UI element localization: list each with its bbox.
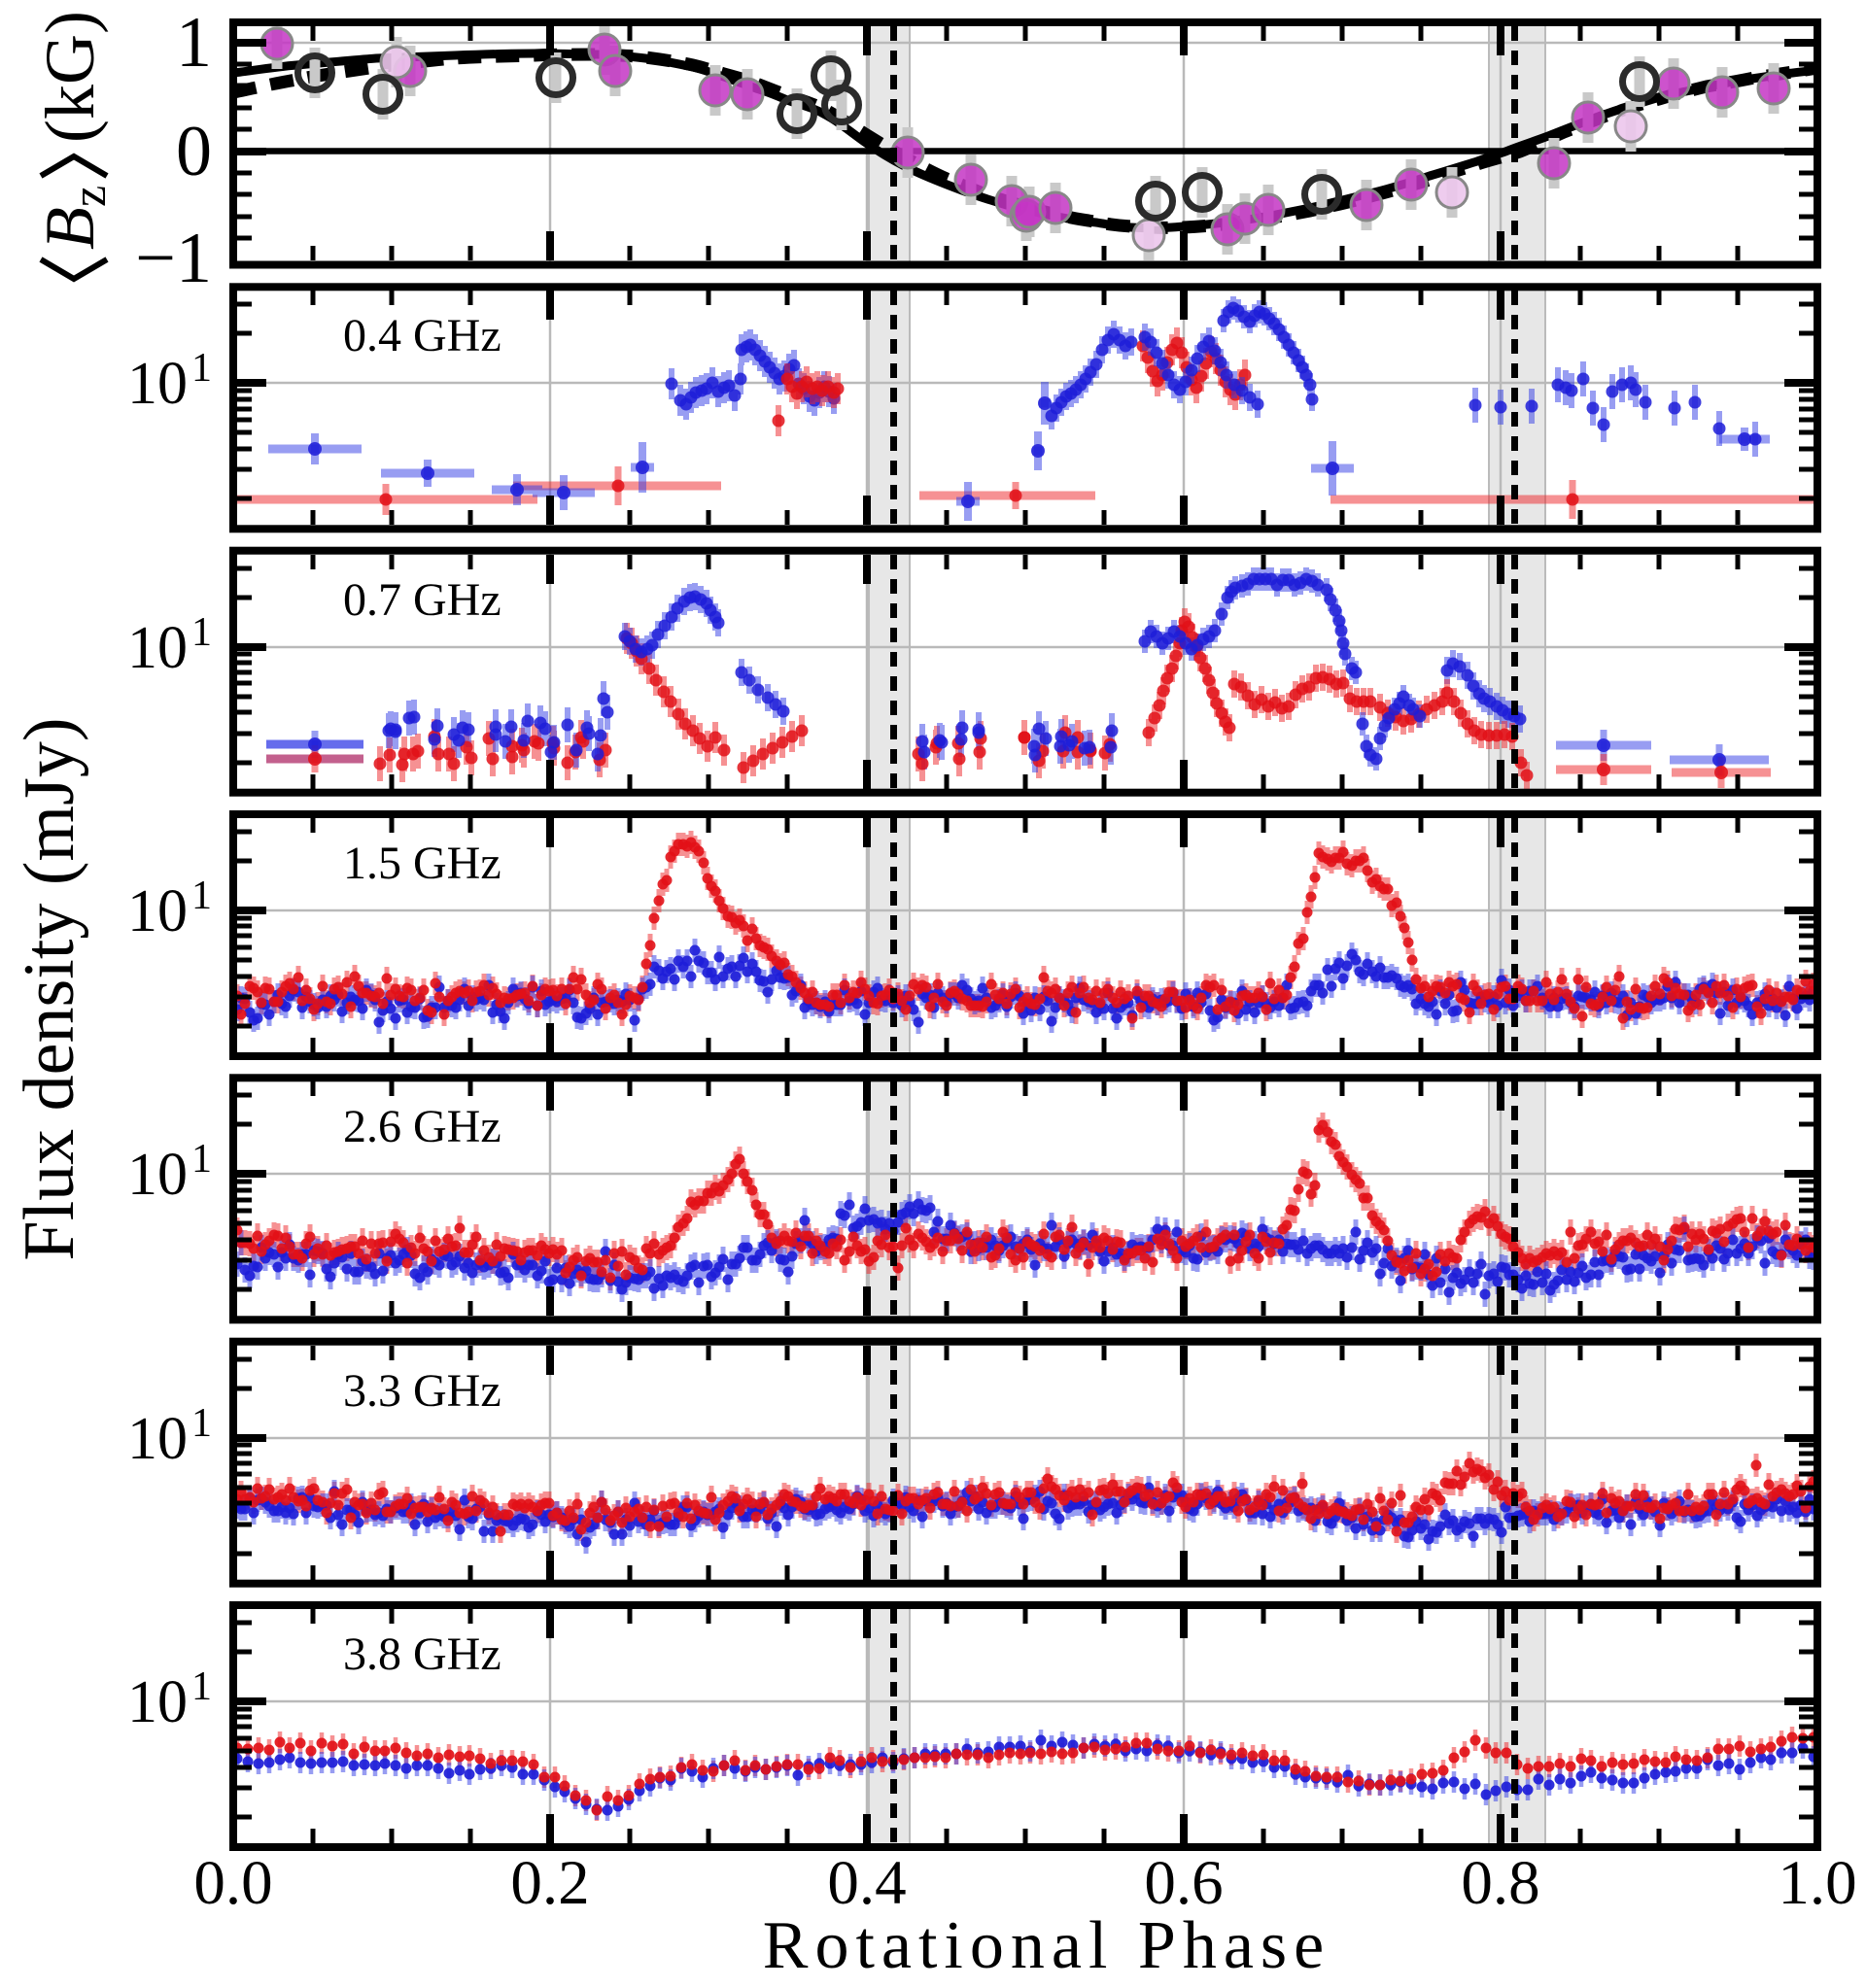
svg-text:10: 10 bbox=[127, 1406, 188, 1472]
svg-text:0.8: 0.8 bbox=[1461, 1848, 1539, 1918]
svg-text:Rotational Phase: Rotational Phase bbox=[763, 1908, 1330, 1983]
svg-text:0.6: 0.6 bbox=[1144, 1848, 1223, 1918]
svg-text:1: 1 bbox=[191, 346, 212, 391]
svg-text:1: 1 bbox=[191, 1664, 212, 1709]
svg-text:1: 1 bbox=[191, 1137, 212, 1182]
svg-text:0: 0 bbox=[176, 112, 212, 191]
svg-text:−1: −1 bbox=[135, 219, 212, 298]
svg-text:2.6 GHz: 2.6 GHz bbox=[343, 1101, 501, 1152]
svg-text:1: 1 bbox=[191, 1401, 212, 1446]
svg-text:0.0: 0.0 bbox=[193, 1848, 272, 1918]
svg-text:Bz: Bz bbox=[31, 186, 116, 250]
svg-text:1: 1 bbox=[191, 874, 212, 918]
svg-text:1: 1 bbox=[191, 610, 212, 655]
svg-text:(kG): (kG) bbox=[31, 11, 109, 143]
svg-text:0.7 GHz: 0.7 GHz bbox=[343, 574, 501, 626]
svg-text:1.0: 1.0 bbox=[1778, 1848, 1856, 1918]
svg-text:10: 10 bbox=[127, 351, 188, 417]
svg-text:3.8 GHz: 3.8 GHz bbox=[343, 1628, 501, 1680]
svg-text:10: 10 bbox=[127, 878, 188, 944]
svg-text:3.3 GHz: 3.3 GHz bbox=[343, 1365, 501, 1417]
svg-text:10: 10 bbox=[127, 615, 188, 681]
svg-text:0.4: 0.4 bbox=[827, 1848, 906, 1918]
svg-text:0.4 GHz: 0.4 GHz bbox=[343, 310, 501, 361]
svg-text:Flux density (mJy): Flux density (mJy) bbox=[10, 717, 89, 1260]
svg-text:1.5 GHz: 1.5 GHz bbox=[343, 838, 501, 889]
svg-text:10: 10 bbox=[127, 1669, 188, 1735]
svg-text:0.2: 0.2 bbox=[510, 1848, 589, 1918]
svg-text:10: 10 bbox=[127, 1142, 188, 1208]
svg-text:1: 1 bbox=[176, 3, 212, 83]
